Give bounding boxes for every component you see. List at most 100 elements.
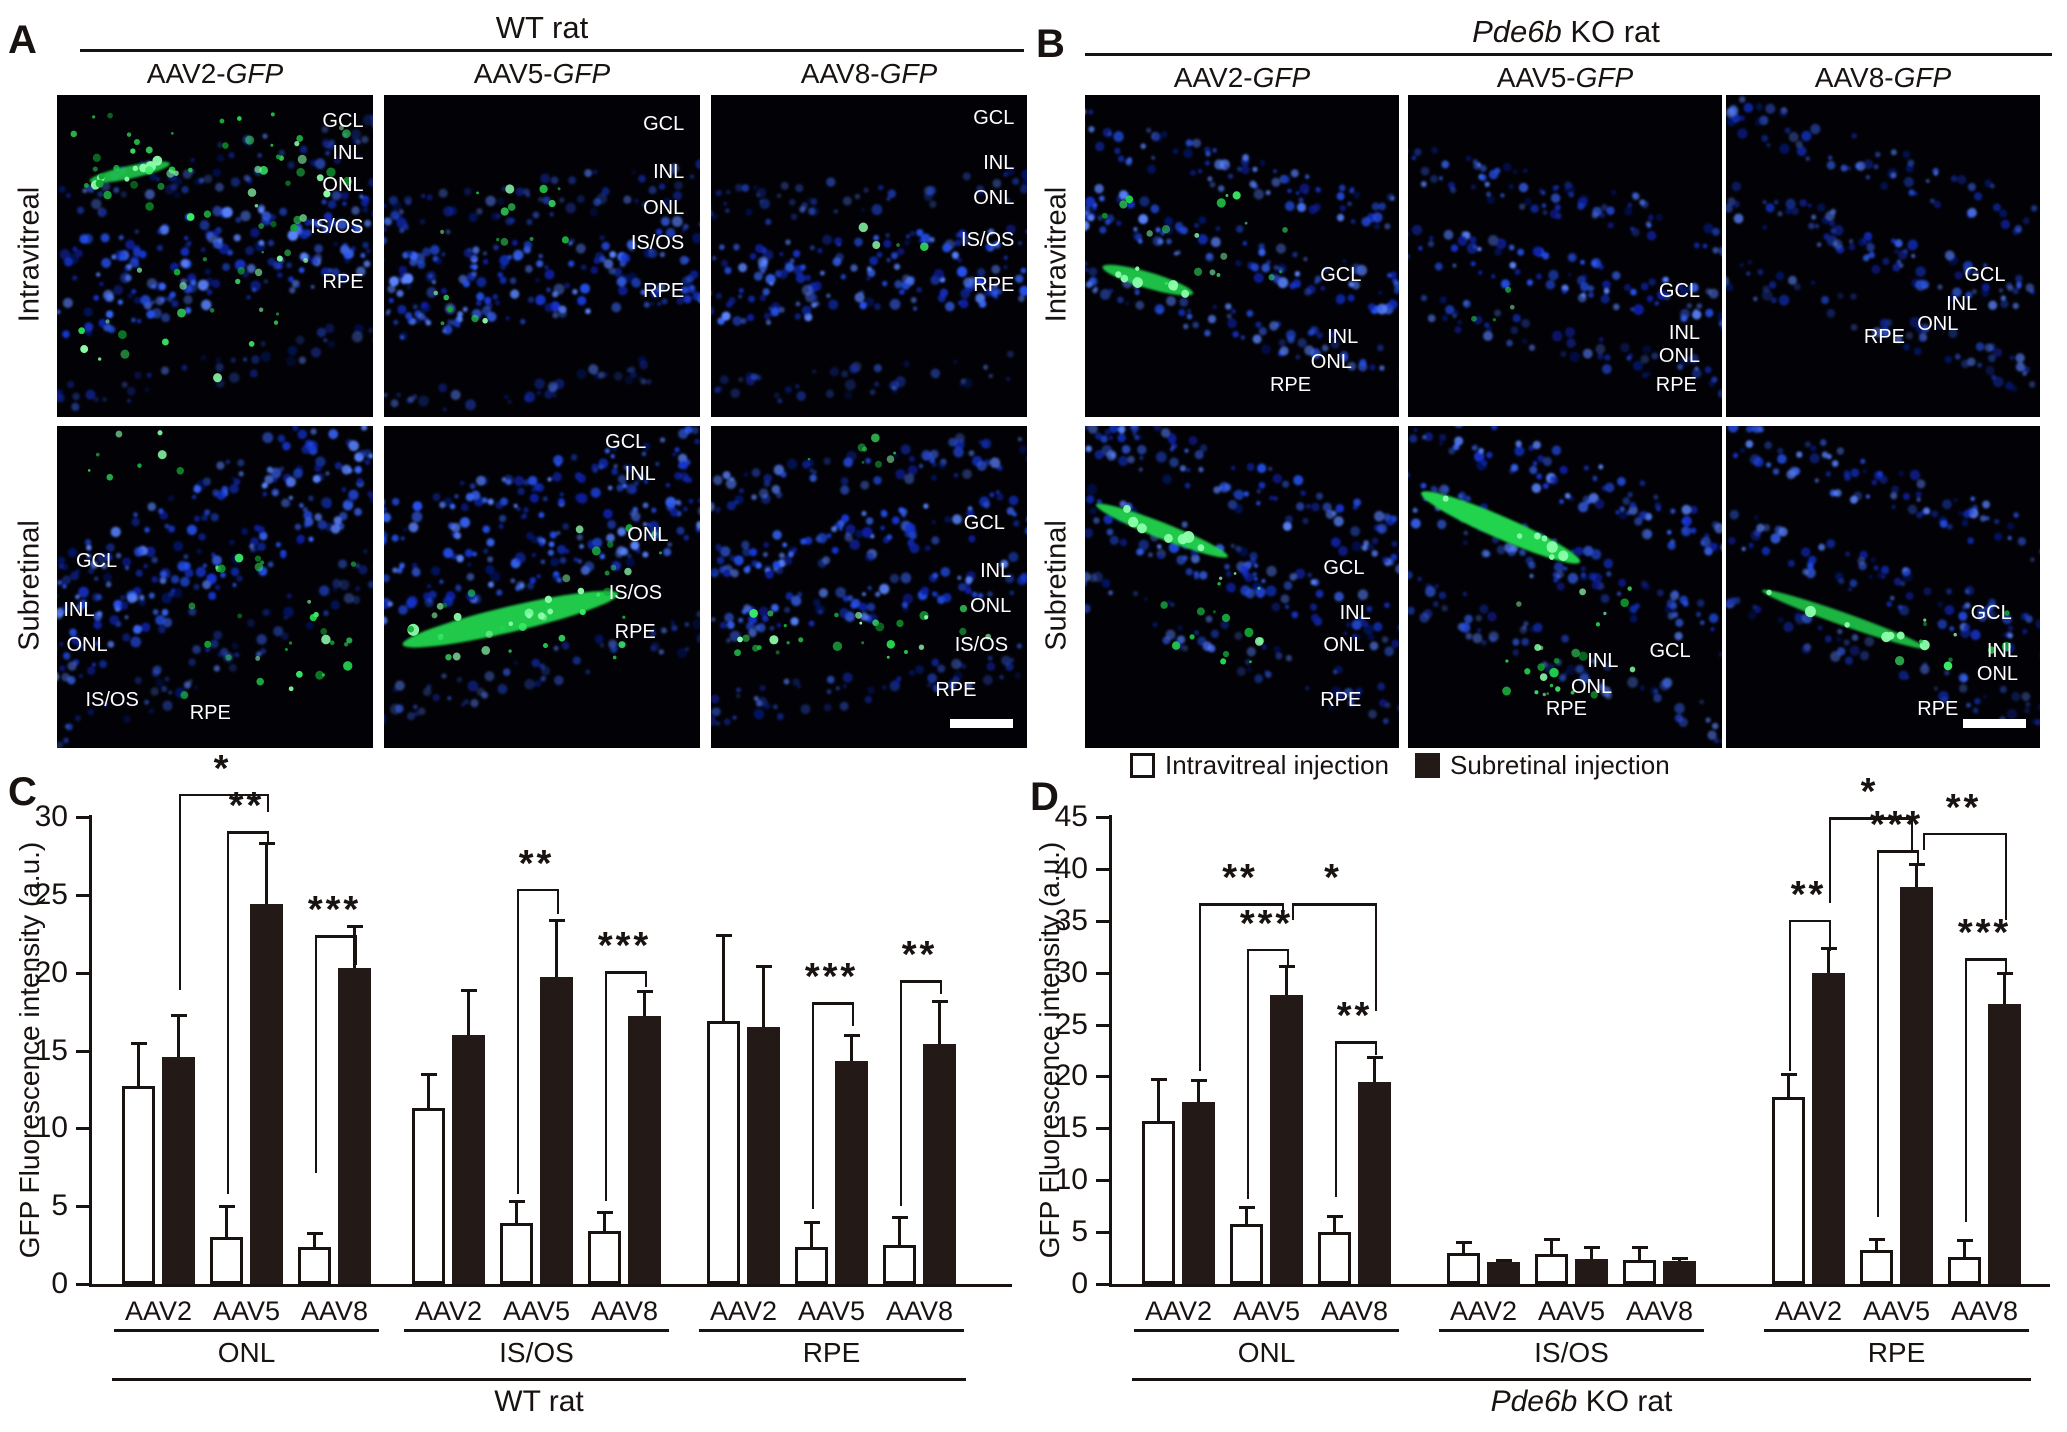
- error-bar-cap: [1455, 1241, 1472, 1245]
- legend-swatch-intravitreal-icon: [1130, 753, 1155, 778]
- error-bar: [177, 1014, 180, 1057]
- significance-stars: **: [1336, 995, 1373, 1038]
- layer-label-rpe: RPE: [189, 701, 231, 724]
- error-bar: [938, 1000, 941, 1045]
- error-bar-cap: [130, 1041, 147, 1045]
- error-bar-cap: [596, 1211, 613, 1215]
- error-bar-cap: [1956, 1239, 1973, 1243]
- category-label-aav5: AAV5: [1537, 1296, 1606, 1326]
- group-label-rpe: RPE: [802, 1337, 861, 1368]
- sig-bracket-line: [811, 1002, 854, 1005]
- y-tick-label: 25: [1054, 1007, 1088, 1041]
- tissue-art: [57, 112, 373, 411]
- layer-label-inl: INL: [1587, 650, 1619, 673]
- text-part: GFP: [879, 58, 938, 89]
- y-tick: [76, 1283, 89, 1286]
- error-bar: [515, 1201, 518, 1224]
- category-label-aav2: AAV2: [414, 1296, 483, 1326]
- category-label-aav5: AAV5: [797, 1296, 866, 1326]
- bar-subretinal-onl-aav8: [338, 967, 371, 1284]
- layer-label-inl: INL: [1946, 293, 1978, 316]
- micrograph-b-intravitreal-aav2: GCL INL ONL RPE: [1085, 95, 1399, 417]
- bar-subretinal-onl-aav2: [1182, 1102, 1215, 1284]
- y-tick: [76, 971, 89, 975]
- y-tick: [76, 1205, 89, 1209]
- group-label-is-os: IS/OS: [1534, 1337, 1609, 1368]
- bar-intravitreal-rpe-aav8: [883, 1245, 916, 1284]
- x-axis-label: Pde6b KO rat: [1382, 1385, 1782, 1419]
- error-bar-cap: [931, 999, 948, 1003]
- micrograph-b-subretinal-aav2: GCL INL ONL RPE: [1085, 426, 1399, 748]
- legend-label-intravitreal: Intravitreal injection: [1165, 750, 1389, 780]
- error-bar: [225, 1206, 228, 1238]
- panel-header-underline: [1085, 53, 2052, 56]
- layer-label-gcl: GCL: [75, 550, 118, 573]
- scale-bar: [950, 719, 1013, 728]
- layer-label-onl: ONL: [1570, 675, 1613, 698]
- error-bar-cap: [258, 842, 275, 846]
- y-tick: [76, 1049, 89, 1053]
- error-bar: [467, 989, 470, 1035]
- error-bar: [850, 1034, 853, 1062]
- y-tick-label: 10: [34, 1111, 68, 1145]
- y-tick-label: 5: [51, 1189, 68, 1223]
- error-bar: [427, 1073, 430, 1109]
- sig-bracket-right-leg: [939, 980, 942, 995]
- column-label-aav2: AAV2-GFP: [1085, 62, 1399, 94]
- significance-stars: *: [213, 747, 232, 790]
- layer-label-onl: ONL: [643, 196, 685, 219]
- error-bar: [762, 966, 765, 1028]
- layer-label-onl: ONL: [1976, 662, 2019, 685]
- error-bar-cap: [1543, 1238, 1560, 1242]
- column-label-aav2: AAV2-GFP: [57, 58, 373, 90]
- error-bar: [1462, 1242, 1465, 1253]
- micrograph-a-intravitreal-aav5: GCL INL ONL IS/OS RPE: [384, 95, 700, 417]
- sig-bracket-right-leg: [2004, 832, 2007, 920]
- significance-stars: **: [901, 934, 938, 977]
- sig-bracket-left-leg: [604, 971, 607, 1202]
- sig-bracket-line: [516, 888, 559, 892]
- sig-bracket-right-leg: [266, 831, 269, 842]
- significance-stars: **: [1790, 873, 1827, 916]
- significance-stars: ***: [1239, 902, 1294, 945]
- layer-label-onl: ONL: [66, 633, 108, 656]
- category-label-aav5: AAV5: [1232, 1296, 1301, 1326]
- layer-label-onl: ONL: [1917, 312, 1959, 335]
- bar-intravitreal-rpe-aav5: [795, 1246, 828, 1284]
- layer-label-gcl: GCL: [322, 109, 364, 132]
- layer-label-is-os: IS/OS: [85, 688, 139, 711]
- row-label-subretinal: Subretinal: [13, 520, 46, 651]
- sig-bracket-line: [314, 935, 357, 938]
- sig-bracket-right-leg: [1286, 948, 1289, 967]
- significance-stars: **: [518, 842, 555, 885]
- layer-label-is-os: IS/OS: [961, 228, 1015, 251]
- layer-label-gcl: GCL: [963, 511, 1005, 534]
- y-tick: [1096, 1023, 1109, 1027]
- sig-bracket-right-leg: [266, 793, 269, 813]
- micrograph-a-intravitreal-aav8: GCL INL ONL IS/OS RPE: [711, 95, 1027, 417]
- sig-bracket-line: [899, 980, 942, 983]
- error-bar-cap: [891, 1216, 908, 1220]
- sig-bracket-left-leg: [1964, 958, 1967, 1222]
- significance-stars: **: [228, 785, 265, 827]
- layer-label-gcl: GCL: [643, 112, 685, 135]
- layer-label-inl: INL: [332, 141, 364, 164]
- layer-label-onl: ONL: [973, 187, 1015, 210]
- error-bar-cap: [1366, 1055, 1383, 1059]
- error-bar-cap: [1238, 1206, 1255, 1210]
- text-part: AAV5-: [1496, 62, 1576, 93]
- layer-label-is-os: IS/OS: [310, 216, 364, 239]
- sig-bracket-right-leg: [1916, 850, 1919, 865]
- bar-subretinal-onl-aav5: [1270, 995, 1303, 1284]
- panel-header-underline: [80, 49, 1024, 52]
- y-tick-label: 20: [34, 955, 68, 989]
- layer-label-gcl: GCL: [973, 106, 1015, 129]
- group-label-is-os: IS/OS: [499, 1337, 574, 1368]
- group-underline: [404, 1329, 669, 1332]
- category-label-aav8: AAV8: [300, 1296, 369, 1326]
- layer-label-rpe: RPE: [322, 270, 364, 293]
- layer-label-inl: INL: [653, 161, 685, 184]
- error-bar-cap: [803, 1220, 820, 1224]
- bar-subretinal-is-os-aav2: [1487, 1262, 1520, 1284]
